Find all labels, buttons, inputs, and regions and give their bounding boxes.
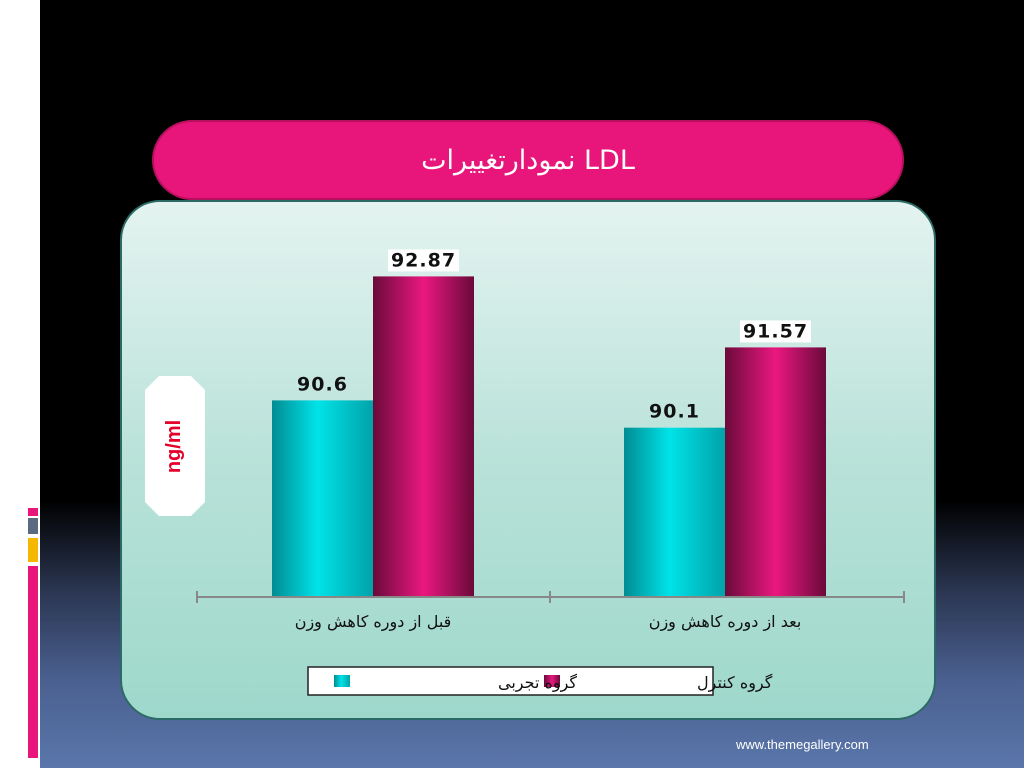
y-axis-unit: ng/ml	[145, 376, 205, 516]
chart-panel: 90.6 92.87 قبل از دوره کاهش وزن 90.1 91.57 بع…	[120, 200, 936, 720]
ldl-bar-chart: 90.6 92.87 قبل از دوره کاهش وزن 90.1 91.57 بع…	[196, 249, 905, 696]
legend-swatch-control	[544, 675, 560, 687]
bar-experimental-after	[624, 427, 725, 597]
legend-label-experimental: گروه تجربی	[498, 673, 577, 693]
bar-control-after	[725, 347, 826, 597]
data-label-experimental-after: 90.1	[649, 401, 700, 423]
data-label-bg	[388, 249, 459, 272]
data-label-experimental-before: 90.6	[297, 373, 348, 395]
data-label-control-before: 92.87	[391, 249, 456, 271]
sidebar-deco-top	[24, 22, 40, 118]
legend-swatch-experimental	[334, 675, 350, 687]
bar-control-before	[373, 276, 474, 597]
unit-badge	[145, 376, 205, 516]
legend-label-control: گروه کنترل	[697, 673, 773, 693]
slide-title: نمودارتغییرات LDL	[421, 144, 635, 176]
bar-experimental-before	[272, 400, 373, 597]
footer-url: www.themegallery.com	[736, 737, 869, 752]
category-label-after: بعد از دوره کاهش وزن	[649, 612, 802, 632]
y-axis-unit-label: ng/ml	[163, 419, 186, 473]
title-bar: نمودارتغییرات LDL	[152, 120, 904, 200]
sidebar-deco-bottom	[28, 508, 38, 758]
legend-box	[307, 666, 714, 696]
data-label-bg	[740, 320, 811, 343]
data-label-control-after: 91.57	[743, 320, 808, 342]
category-label-before: قبل از دوره کاهش وزن	[295, 612, 452, 632]
